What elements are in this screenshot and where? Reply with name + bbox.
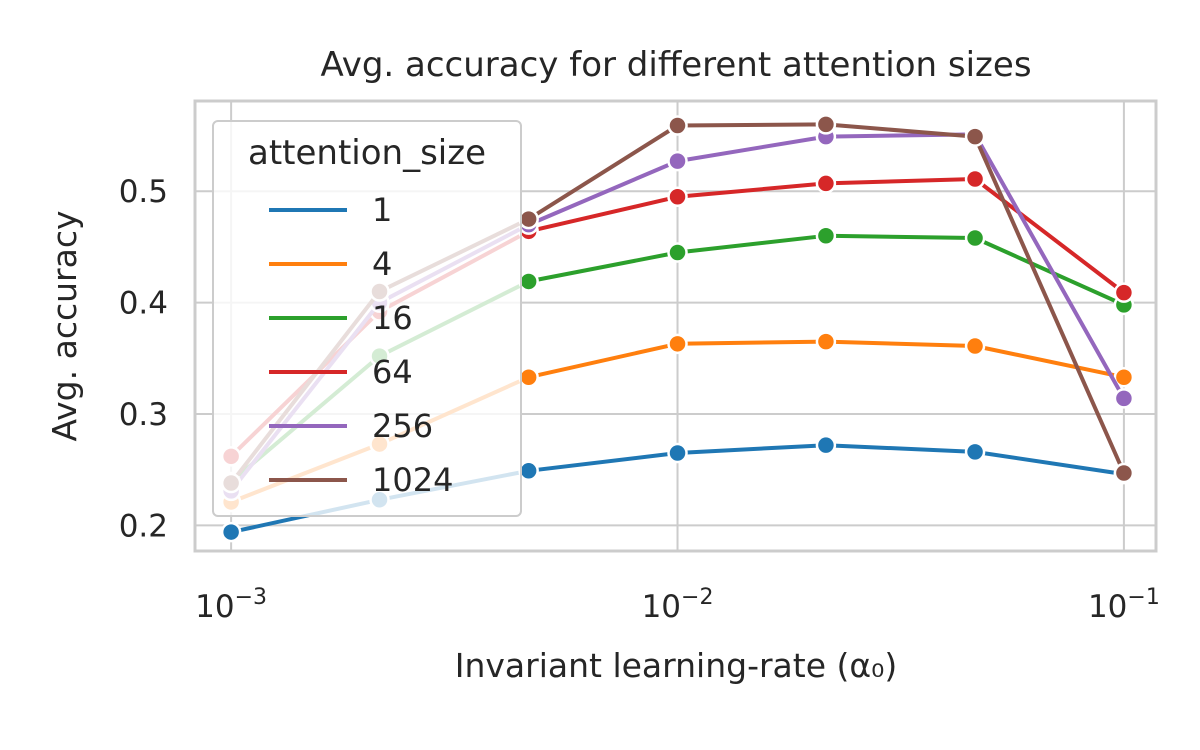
y-tick-label: 0.4 — [119, 286, 168, 322]
data-point — [1113, 282, 1135, 303]
x-tick-base: 10 — [642, 589, 681, 625]
x-axis-label: Invariant learning-rate (α₀) — [455, 646, 898, 685]
legend-item-16: 16 — [269, 299, 413, 337]
x-tick-label: 10−3 — [195, 585, 267, 625]
y-axis-ticks: 0.2 0.3 0.4 0.5 — [119, 174, 168, 544]
data-point — [964, 335, 986, 357]
chart-title: Avg. accuracy for different attention si… — [320, 45, 1031, 85]
legend-label: 1 — [372, 191, 392, 229]
data-point — [964, 126, 986, 147]
y-tick-label: 0.5 — [119, 174, 168, 210]
legend-item-1024: 1024 — [269, 461, 453, 499]
data-point — [667, 115, 688, 136]
data-point — [815, 331, 837, 352]
data-point — [667, 442, 688, 464]
y-tick-label: 0.3 — [119, 397, 168, 433]
data-point — [518, 271, 539, 292]
legend-label: 64 — [372, 353, 413, 391]
data-point — [667, 242, 688, 263]
y-tick-label: 0.2 — [119, 508, 168, 544]
data-point — [815, 225, 837, 247]
data-point — [1113, 462, 1135, 484]
data-point — [220, 521, 242, 543]
x-tick-base: 10 — [195, 589, 234, 625]
data-point — [518, 460, 539, 482]
data-point — [964, 168, 986, 190]
data-point — [667, 150, 688, 172]
data-point — [815, 114, 837, 135]
x-tick-exponent: −3 — [235, 585, 267, 610]
legend-item-4: 4 — [269, 245, 392, 283]
plot-frame — [193, 99, 1158, 553]
x-tick-label: 10−2 — [642, 585, 714, 625]
data-point — [815, 173, 837, 194]
data-point — [1113, 366, 1135, 388]
data-point — [964, 441, 986, 463]
y-axis-label: Avg. accuracy — [45, 211, 84, 442]
data-point — [667, 186, 688, 208]
legend-title: attention_size — [248, 133, 486, 173]
legend: attention_size 1 4 16 64 256 1024 — [212, 120, 522, 517]
legend-label: 4 — [372, 245, 392, 283]
legend-item-64: 64 — [269, 353, 413, 391]
legend-item-256: 256 — [269, 407, 433, 445]
data-point — [1113, 388, 1135, 409]
x-tick-exponent: −1 — [1127, 585, 1159, 610]
legend-label: 1024 — [372, 461, 453, 499]
x-axis-ticks: 10−3 10−2 10−1 — [195, 585, 1160, 625]
legend-item-1: 1 — [269, 191, 392, 229]
legend-label: 16 — [372, 299, 413, 337]
data-point — [518, 366, 539, 388]
legend-label: 256 — [372, 407, 433, 445]
data-point — [518, 208, 539, 230]
legend-frame — [212, 120, 522, 517]
data-point — [667, 333, 688, 355]
x-tick-base: 10 — [1088, 589, 1127, 625]
x-tick-exponent: −2 — [681, 585, 713, 610]
data-point — [815, 434, 837, 456]
x-tick-label: 10−1 — [1088, 585, 1160, 625]
data-point — [964, 227, 986, 249]
